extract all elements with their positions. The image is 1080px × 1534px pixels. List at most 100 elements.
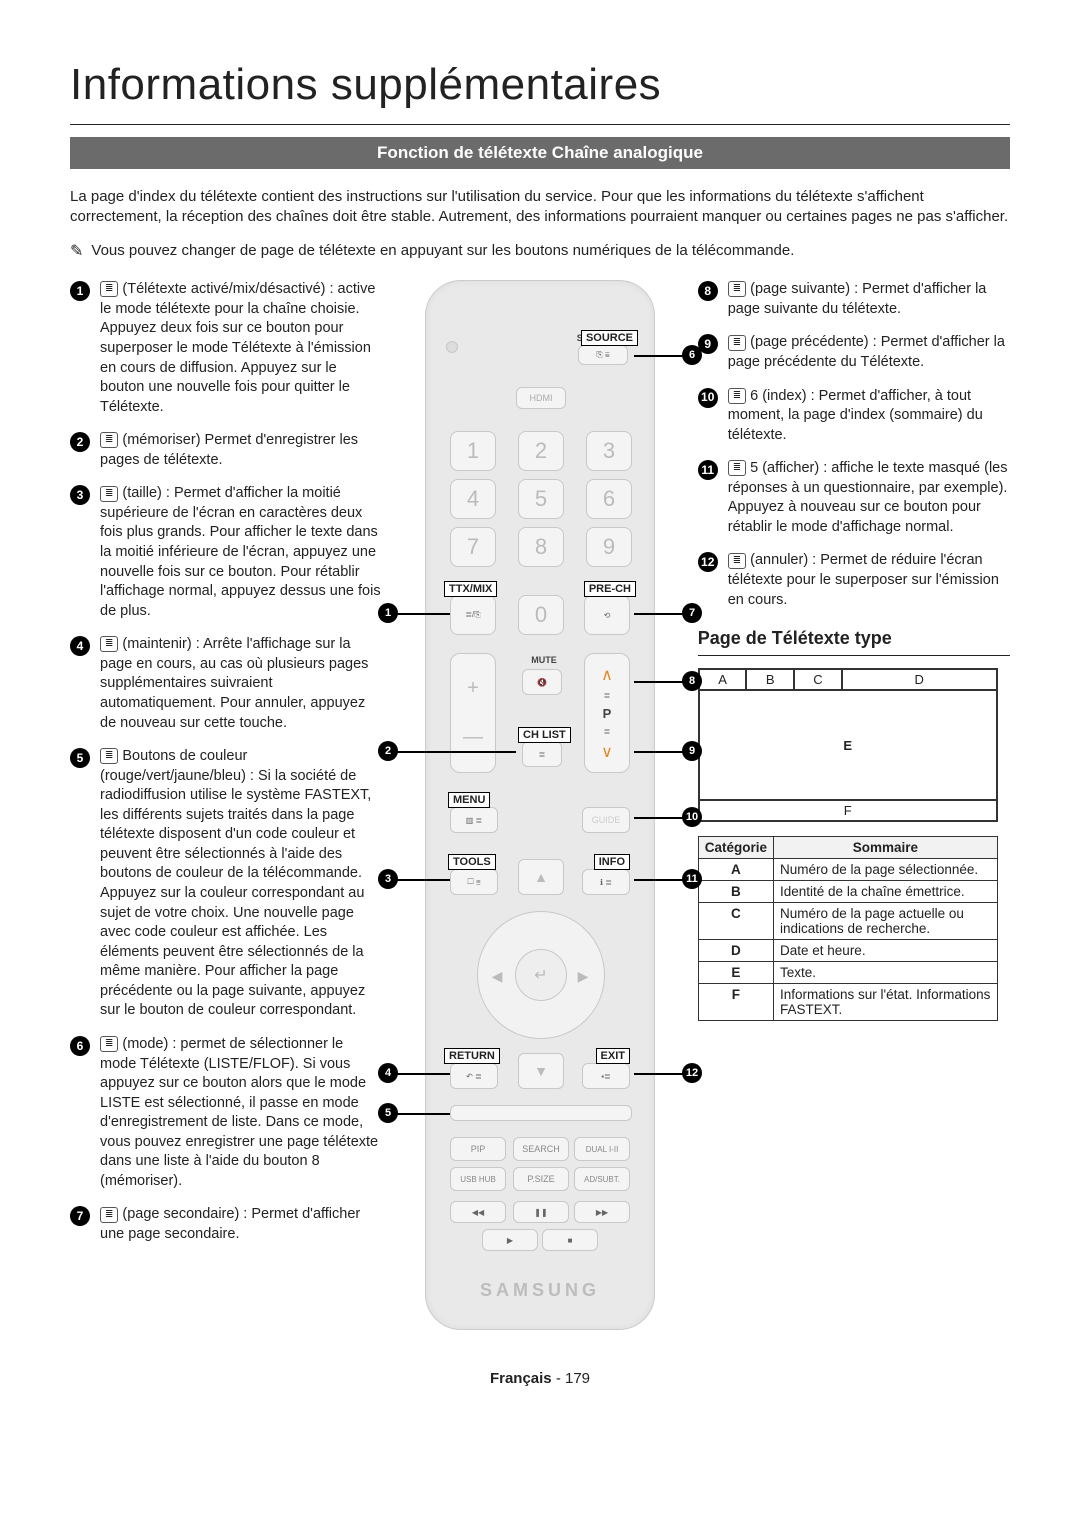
color-buttons[interactable] [450, 1105, 632, 1121]
ok-button[interactable]: ↵ [515, 949, 567, 1001]
callout-1: 1 [378, 603, 398, 623]
num-8-button[interactable]: 8 [518, 527, 564, 567]
left-button[interactable]: ◀ [482, 963, 512, 989]
stop-button[interactable]: ■ [542, 1229, 598, 1251]
cell-category: A [698, 859, 773, 881]
adsubt-button[interactable]: AD/SUBT. [574, 1167, 630, 1191]
note-icon: ✎ [70, 242, 83, 263]
feature-item: 7 ≣(page secondaire) : Permet d'afficher … [70, 1205, 382, 1244]
num-4-button[interactable]: 4 [450, 479, 496, 519]
chlist-button[interactable]: ≣ [522, 741, 562, 767]
search-button[interactable]: SEARCH [513, 1137, 569, 1161]
remote-control: SOURCE ⎘ ≣ HDMI 123456789 TTX/MIX ≣/⎘ 0 … [425, 280, 655, 1330]
bullet-icon: 7 [70, 1206, 90, 1226]
num-2-button[interactable]: 2 [518, 431, 564, 471]
teletext-key-icon: ≣ [100, 636, 118, 652]
teletext-heading-rule [698, 655, 1010, 656]
cell-summary: Informations sur l'état. Informations FA… [774, 984, 998, 1021]
box-info: INFO [594, 854, 630, 870]
callout-5: 5 [378, 1103, 398, 1123]
cell-summary: Date et heure. [774, 940, 998, 962]
hdmi-button[interactable]: HDMI [516, 387, 566, 409]
teletext-layout-diagram: A B C D E F [698, 668, 998, 822]
teletext-heading: Page de Télétexte type [698, 628, 1010, 649]
mute-button[interactable]: 🔇 [522, 669, 562, 695]
page-title: Informations supplémentaires [70, 60, 1010, 110]
prech-button[interactable]: ⟲ [584, 595, 630, 635]
box-tools: TOOLS [448, 854, 496, 870]
rewind-button[interactable]: ◀◀ [450, 1201, 506, 1223]
bullet-icon: 5 [70, 748, 90, 768]
volume-rocker[interactable]: +— [450, 653, 496, 773]
teletext-key-icon: ≣ [728, 388, 746, 404]
feature-item: 1≣(Télétexte activé/mix/désactivé) : act… [70, 280, 382, 417]
dual-button[interactable]: DUAL I-II [574, 1137, 630, 1161]
channel-rocker[interactable]: ∧ ≣ P ≣ ∨ [584, 653, 630, 773]
footer-lang: Français [490, 1370, 552, 1387]
feature-text: ≣(annuler) : Permet de réduire l'écran t… [728, 551, 1010, 610]
num-5-button[interactable]: 5 [518, 479, 564, 519]
num-1-button[interactable]: 1 [450, 431, 496, 471]
box-exit: EXIT [596, 1048, 630, 1064]
info-button[interactable]: ℹ ≣ [582, 869, 630, 895]
feature-item: 8≣(page suivante) : Permet d'afficher la… [698, 280, 1010, 319]
num-9-button[interactable]: 9 [586, 527, 632, 567]
source-button[interactable]: ⎘ ≣ [578, 345, 628, 365]
exit-button[interactable]: ▪≣ [582, 1063, 630, 1089]
feature-item: 9≣(page précédente) : Permet d'afficher … [698, 333, 1010, 372]
cell-category: C [698, 903, 773, 940]
play-button[interactable]: ▶ [482, 1229, 538, 1251]
down-button[interactable]: ▼ [518, 1053, 564, 1089]
brand-label: SAMSUNG [426, 1280, 654, 1301]
cell-category: F [698, 984, 773, 1021]
pip-button[interactable]: PIP [450, 1137, 506, 1161]
box-prech: PRE-CH [584, 581, 636, 597]
bullet-icon: 2 [70, 432, 90, 452]
feature-item: 11 ≣5 (afficher) : affiche le texte masqu… [698, 459, 1010, 537]
right-button[interactable]: ▶ [568, 963, 598, 989]
num-7-button[interactable]: 7 [450, 527, 496, 567]
note-row: ✎ Vous pouvez changer de page de télétex… [70, 242, 1010, 263]
menu-button[interactable]: ▥ ≣ [450, 807, 498, 833]
usb-button[interactable]: USB HUB [450, 1167, 506, 1191]
diagram-cell-e: E [699, 690, 997, 800]
feature-text: ≣6 (index) : Permet d'afficher, à tout m… [728, 387, 1010, 446]
guide-button[interactable]: GUIDE [582, 807, 630, 833]
diagram-cell-b: B [746, 669, 794, 690]
cell-summary: Numéro de la page sélectionnée. [774, 859, 998, 881]
note-text: Vous pouvez changer de page de télétexte… [91, 242, 794, 259]
table-row: ANuméro de la page sélectionnée. [698, 859, 997, 881]
up-button[interactable]: ▲ [518, 859, 564, 895]
box-ttxmix: TTX/MIX [444, 581, 497, 597]
feature-text: ≣(mode) : permet de sélectionner le mode… [100, 1035, 382, 1192]
pause-button[interactable]: ❚❚ [513, 1201, 569, 1223]
teletext-key-icon: ≣ [728, 335, 746, 351]
num-3-button[interactable]: 3 [586, 431, 632, 471]
diagram-cell-f: F [699, 800, 997, 821]
cell-category: B [698, 881, 773, 903]
psize-button[interactable]: P.SIZE [513, 1167, 569, 1191]
ttxmix-button[interactable]: ≣/⎘ [450, 595, 496, 635]
diagram-cell-c: C [794, 669, 842, 690]
section-banner: Fonction de télétexte Chaîne analogique [70, 137, 1010, 169]
title-rule [70, 124, 1010, 125]
num-0-button[interactable]: 0 [518, 595, 564, 635]
feature-item: 4≣(maintenir) : Arrête l'affichage sur l… [70, 635, 382, 733]
box-chlist: CH LIST [518, 727, 571, 743]
feature-item: 6≣(mode) : permet de sélectionner le mod… [70, 1035, 382, 1192]
tools-button[interactable]: 🞎 ≣ [450, 869, 498, 895]
bullet-icon: 10 [698, 388, 718, 408]
return-button[interactable]: ↶ ≣ [450, 1063, 498, 1089]
fwd-button[interactable]: ▶▶ [574, 1201, 630, 1223]
num-6-button[interactable]: 6 [586, 479, 632, 519]
feature-text: ≣(page secondaire) : Permet d'afficher u… [100, 1205, 382, 1244]
teletext-key-icon: ≣ [728, 553, 746, 569]
power-led [446, 341, 458, 353]
bullet-icon: 11 [698, 460, 718, 480]
table-row: DDate et heure. [698, 940, 997, 962]
cell-category: D [698, 940, 773, 962]
footer-page: 179 [565, 1370, 590, 1387]
bullet-icon: 8 [698, 281, 718, 301]
feature-text: ≣5 (afficher) : affiche le texte masqué … [728, 459, 1010, 537]
teletext-key-icon: ≣ [100, 281, 118, 297]
